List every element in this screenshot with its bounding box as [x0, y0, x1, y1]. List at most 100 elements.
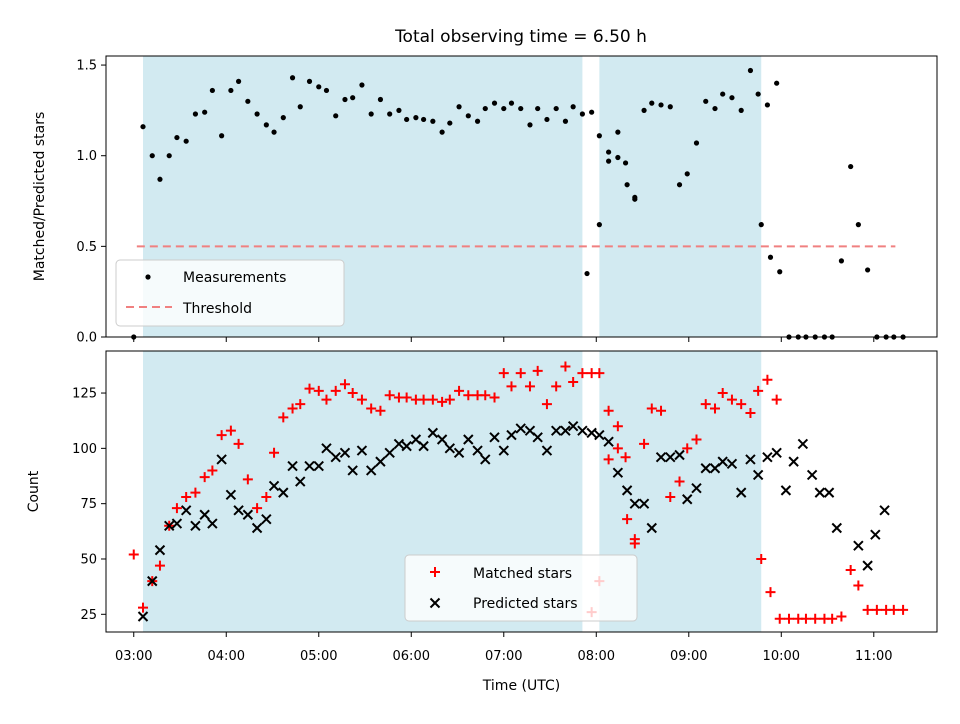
matched-star-point [339, 379, 350, 390]
predicted-star-point [233, 505, 244, 516]
y-tick-label: 1.0 [76, 149, 97, 164]
predicted-star-point [682, 494, 693, 505]
matched-star-point [375, 405, 386, 416]
matched-star-point [871, 604, 882, 615]
x-tick-label: 09:00 [670, 649, 707, 664]
measurement-point [377, 96, 384, 103]
matched-star-point [181, 492, 192, 503]
matched-star-point [594, 368, 605, 379]
measurement-point [562, 118, 569, 124]
measurement-point [658, 102, 664, 108]
measurement-point [501, 105, 507, 112]
predicted-star-point [436, 434, 448, 445]
predicted-star-point [313, 460, 324, 472]
matched-star-point [612, 421, 623, 432]
predicted-star-point [603, 436, 614, 447]
plot-frame [105, 55, 938, 338]
predicted-star-point [225, 489, 237, 501]
matched-star-point [646, 403, 657, 414]
measurement-point [420, 116, 427, 123]
measurement-point [767, 254, 774, 260]
predicted-star-point [164, 520, 175, 532]
predicted-star-point [278, 487, 289, 498]
measurement-point [615, 129, 621, 135]
legend-matched-marker [430, 567, 440, 577]
matched-star-point [384, 390, 395, 401]
measurement-point [777, 269, 783, 275]
matched-star-point [629, 534, 640, 545]
measurement-point [297, 104, 303, 110]
predicted-star-point [780, 485, 792, 496]
matched-star-point [321, 394, 332, 405]
measurement-point [579, 111, 585, 117]
measurement-point [606, 158, 612, 164]
predicted-star-point [401, 440, 412, 452]
predicted-star-point [418, 440, 429, 452]
predicted-star-point [700, 463, 711, 474]
measurement-point [404, 116, 410, 123]
predicted-star-point [762, 451, 773, 463]
legend-measurement-marker [145, 274, 151, 280]
legend-threshold-label: Threshold [182, 301, 252, 317]
predicted-star-point [498, 445, 509, 456]
matched-star-point [674, 476, 685, 487]
predicted-star-point [147, 575, 158, 587]
measurement-point [263, 122, 269, 128]
predicted-star-point [251, 522, 263, 534]
matched-star-point [753, 385, 764, 396]
matched-star-point [845, 565, 856, 576]
measurement-point [350, 95, 356, 101]
matched-star-point [437, 396, 448, 407]
predicted-star-point [691, 482, 702, 494]
measurement-point [738, 107, 744, 113]
matched-star-point [709, 403, 720, 414]
matched-star-point [287, 403, 298, 414]
measurement-point [641, 107, 647, 113]
predicted-star-point [541, 445, 553, 456]
predicted-star-point [356, 445, 368, 456]
matched-star-point [356, 394, 367, 405]
y-tick-label: 1.5 [76, 59, 97, 74]
matched-star-point [463, 390, 474, 401]
predicted-star-point [365, 465, 377, 476]
measurement-point [676, 182, 683, 188]
measurement-point [202, 109, 208, 115]
measurement-point [183, 138, 189, 144]
measurement-point [758, 222, 764, 228]
predicted-star-point [560, 425, 571, 436]
measurement-point [342, 96, 348, 103]
predicted-star-point [638, 498, 650, 509]
predicted-star-point [137, 611, 149, 622]
matched-star-point [762, 374, 773, 385]
measurement-point [703, 98, 709, 104]
matched-star-point [810, 613, 821, 624]
matched-star-point [853, 580, 864, 591]
measurement-point [280, 115, 286, 121]
measurement-point [632, 196, 638, 202]
measurement-point [271, 129, 277, 135]
legend-predicted-marker [429, 597, 441, 609]
legend-box [404, 554, 638, 622]
measurement-point [228, 87, 234, 94]
matched-star-point [682, 443, 693, 454]
measurement-point [848, 163, 854, 170]
predicted-star-point [384, 447, 395, 458]
measurement-point [764, 102, 771, 108]
predicted-star-point [646, 522, 657, 534]
predicted-star-point [242, 509, 254, 520]
measurement-point [396, 107, 402, 113]
measurement-point [413, 115, 419, 121]
legend-predicted-label: Predicted stars [473, 596, 578, 612]
matched-star-point [898, 604, 909, 615]
matched-star-point [138, 602, 149, 613]
predicted-star-point [321, 443, 332, 454]
x-tick-label: 07:00 [485, 649, 522, 664]
measurement-point [553, 105, 559, 112]
matched-star-point [199, 472, 210, 483]
matched-star-point [313, 385, 324, 396]
predicted-star-point [831, 522, 842, 534]
measurement-point [323, 87, 330, 94]
matched-star-point [665, 492, 676, 503]
predicted-star-point [771, 447, 782, 458]
